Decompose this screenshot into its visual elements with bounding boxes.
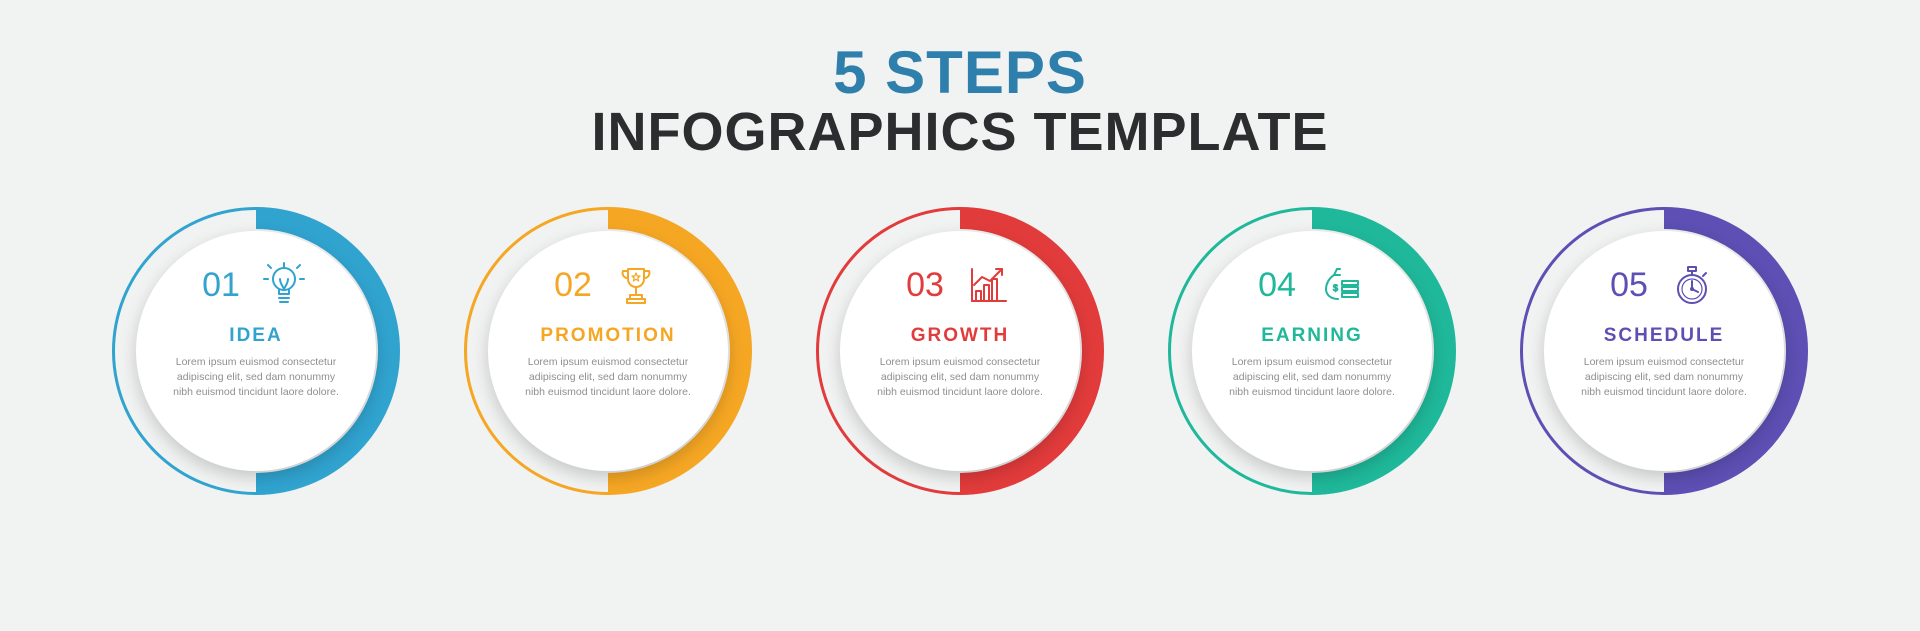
step-card: 03 GROWTH Lorem ipsum euismod consectetu… xyxy=(840,231,1080,471)
lightbulb-icon xyxy=(258,259,310,311)
step-number: 02 xyxy=(554,266,592,305)
money-bag-icon xyxy=(1314,259,1366,311)
step-card: 04 EARNING Lorem ipsum euismod consectet… xyxy=(1192,231,1432,471)
step-label: SCHEDULE xyxy=(1604,325,1725,347)
steps-row: 01 IDEA Lorem ipsum euismod consectetur … xyxy=(0,207,1920,495)
step-body: Lorem ipsum euismod consectetur adipisci… xyxy=(1574,355,1754,401)
chart-up-icon xyxy=(962,259,1014,311)
step-body: Lorem ipsum euismod consectetur adipisci… xyxy=(870,355,1050,401)
step-body: Lorem ipsum euismod consectetur adipisci… xyxy=(518,355,698,401)
step-earning: 04 EARNING Lorem ipsum euismod consectet… xyxy=(1168,207,1456,495)
trophy-icon xyxy=(610,259,662,311)
step-promotion: 02 PROMOTION Lorem ipsum euismod consect… xyxy=(464,207,752,495)
step-growth: 03 GROWTH Lorem ipsum euismod consectetu… xyxy=(816,207,1104,495)
heading: 5 STEPS INFOGRAPHICS TEMPLATE xyxy=(0,0,1920,163)
step-number: 03 xyxy=(906,266,944,305)
step-number: 05 xyxy=(1610,266,1648,305)
step-card: 01 IDEA Lorem ipsum euismod consectetur … xyxy=(136,231,376,471)
step-label: PROMOTION xyxy=(540,325,675,347)
step-number: 01 xyxy=(202,266,240,305)
step-card: 02 PROMOTION Lorem ipsum euismod consect… xyxy=(488,231,728,471)
step-card: 05 SCHEDULE Lorem ipsum euismod consecte… xyxy=(1544,231,1784,471)
step-idea: 01 IDEA Lorem ipsum euismod consectetur … xyxy=(112,207,400,495)
heading-line2: INFOGRAPHICS TEMPLATE xyxy=(0,101,1920,163)
step-body: Lorem ipsum euismod consectetur adipisci… xyxy=(166,355,346,401)
step-schedule: 05 SCHEDULE Lorem ipsum euismod consecte… xyxy=(1520,207,1808,495)
step-number: 04 xyxy=(1258,266,1296,305)
step-label: GROWTH xyxy=(911,325,1010,347)
step-label: EARNING xyxy=(1261,325,1363,347)
stopwatch-icon xyxy=(1666,259,1718,311)
step-label: IDEA xyxy=(229,325,282,347)
step-body: Lorem ipsum euismod consectetur adipisci… xyxy=(1222,355,1402,401)
heading-line1: 5 STEPS xyxy=(0,38,1920,107)
